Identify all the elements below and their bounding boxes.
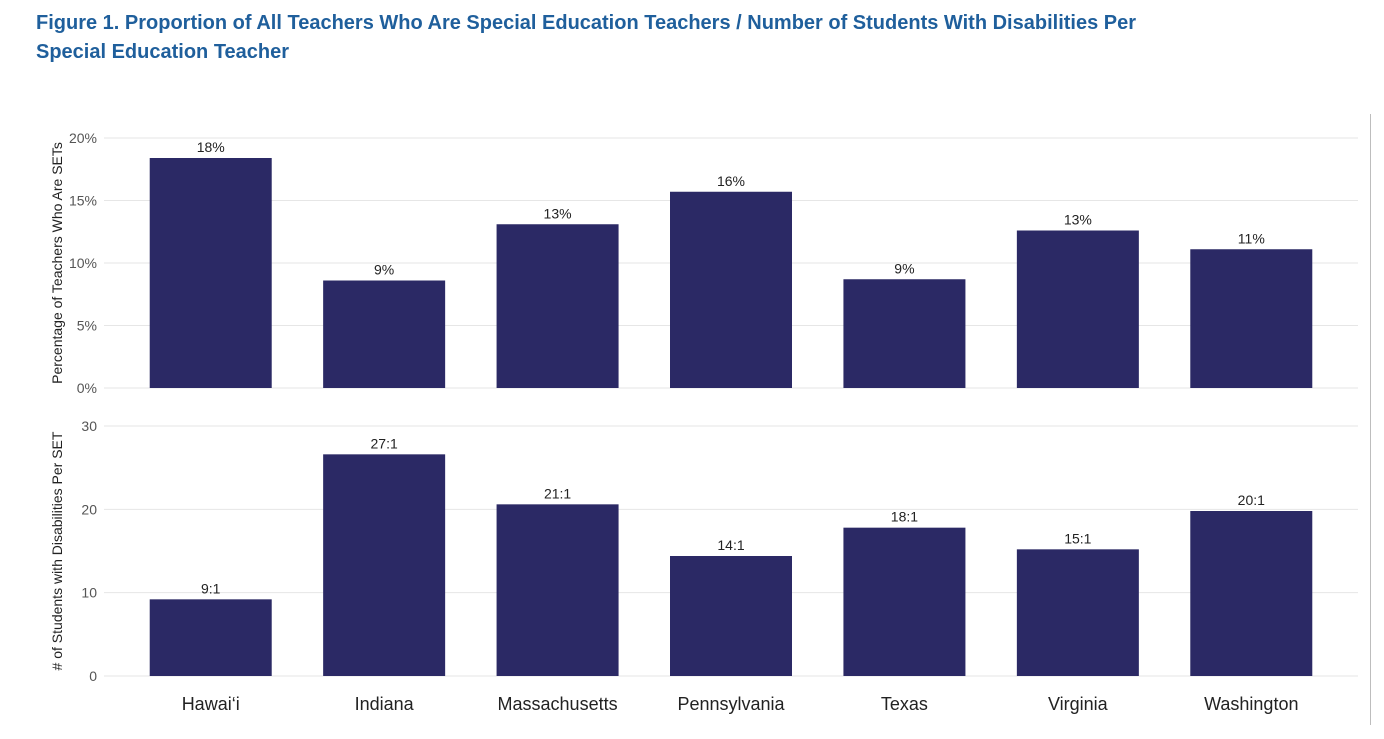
y-tick-label: 0 (89, 668, 97, 684)
data-label: 14:1 (717, 537, 744, 553)
y-axis-label: # of Students with Disabilities Per SET (49, 431, 65, 670)
y-tick-label: 20 (81, 501, 97, 517)
y-tick-label: 10% (69, 255, 97, 271)
data-label: 13% (1064, 212, 1092, 228)
y-tick-label: 5% (77, 318, 97, 334)
data-label: 18% (197, 139, 225, 155)
data-label: 9% (374, 262, 394, 278)
figure-title: Figure 1. Proportion of All Teachers Who… (36, 9, 1356, 67)
x-tick-label: Hawai‘i (182, 694, 240, 714)
bar (496, 504, 619, 676)
bar (323, 454, 446, 676)
bar (670, 191, 792, 388)
bar (149, 599, 272, 676)
data-label: 18:1 (891, 509, 918, 525)
figure-title-line-1: Figure 1. Proportion of All Teachers Who… (36, 12, 1137, 34)
data-label: 21:1 (544, 485, 571, 501)
y-tick-label: 20% (69, 130, 97, 146)
y-tick-label: 0% (77, 380, 97, 396)
x-tick-label: Washington (1204, 694, 1298, 714)
x-tick-label: Massachusetts (498, 694, 618, 714)
bar (323, 280, 446, 388)
bar (149, 158, 272, 388)
x-tick-label: Pennsylvania (677, 694, 785, 714)
data-label: 20:1 (1238, 492, 1265, 508)
data-label: 9% (894, 260, 914, 276)
data-label: 13% (544, 205, 572, 221)
data-label: 9:1 (201, 580, 221, 596)
figure-title-line-2: Special Education Teacher (36, 41, 290, 63)
x-tick-label: Indiana (355, 694, 415, 714)
y-tick-label: 30 (81, 418, 97, 434)
bar (1016, 549, 1139, 676)
y-tick-label: 15% (69, 193, 97, 209)
y-tick-label: 10 (81, 585, 97, 601)
panel-border-rule (1370, 114, 1371, 725)
data-label: 15:1 (1064, 530, 1091, 546)
bar (843, 527, 966, 676)
y-axis-label: Percentage of Teachers Who Are SETs (49, 142, 65, 384)
bar (1016, 230, 1139, 388)
bar (1190, 249, 1313, 388)
x-tick-label: Texas (881, 694, 928, 714)
data-label: 27:1 (371, 435, 398, 451)
bar (1190, 511, 1313, 676)
data-label: 16% (717, 173, 745, 189)
bar (843, 279, 966, 388)
x-tick-label: Virginia (1048, 694, 1109, 714)
data-label: 11% (1238, 230, 1265, 246)
bar (496, 224, 619, 388)
bar (670, 556, 792, 676)
